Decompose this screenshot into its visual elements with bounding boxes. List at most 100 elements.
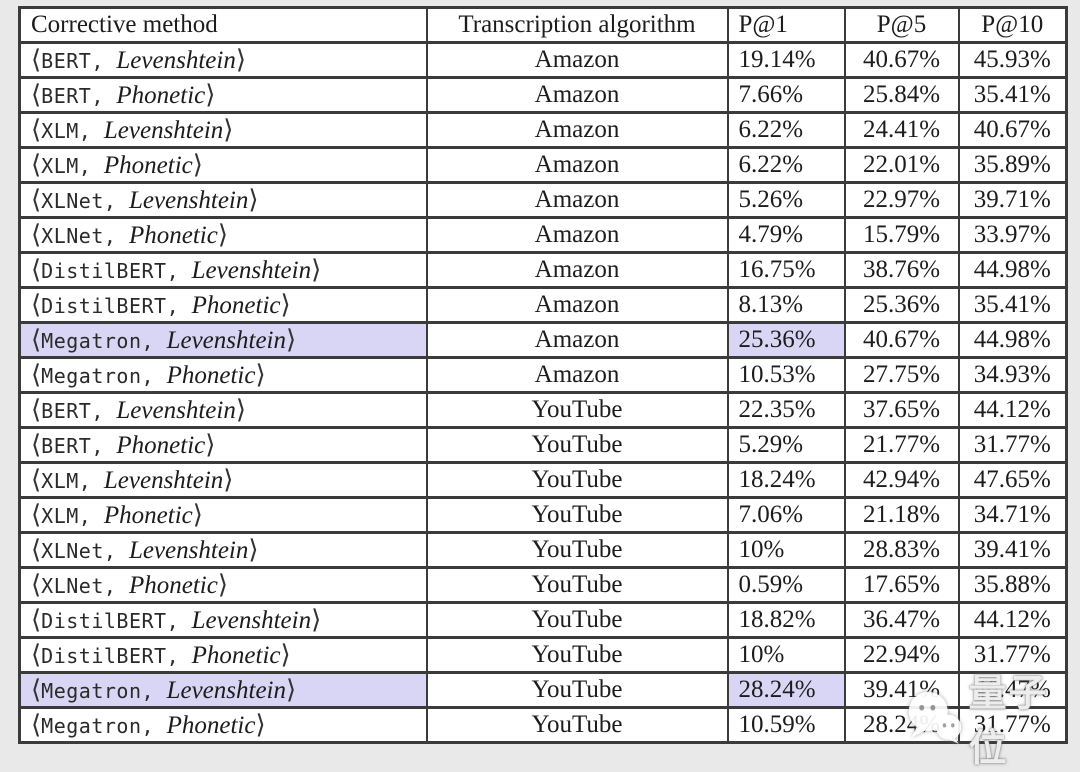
table-row: ⟨BERT, Levenshtein⟩ Amazon 19.14% 40.67% 45.… [18, 41, 1068, 79]
transcription-algorithm-cell: Amazon [425, 41, 729, 79]
header-p-at-1: P@1 [726, 6, 846, 44]
angle-close-bracket: ⟩ [311, 605, 322, 635]
method-metric: Levenshtein [128, 537, 249, 564]
method-metric: Levenshtein [116, 397, 236, 424]
page: { "page": { "background": "#e9e9e9" }, "… [18, 6, 1068, 770]
corrective-method-cell: ⟨XLNet, Levenshtein⟩ [18, 181, 428, 219]
corrective-method-cell: ⟨XLNet, Phonetic⟩ [18, 216, 428, 254]
p-at-1-cell: 28.24% [726, 671, 846, 709]
p-at-1-cell: 6.22% [726, 111, 846, 149]
method-metric: Levenshtein [128, 187, 249, 214]
angle-open-bracket: ⟨ [31, 80, 42, 110]
angle-open-bracket: ⟨ [31, 570, 42, 600]
angle-open-bracket: ⟨ [31, 465, 42, 495]
header-p-at-5: P@5 [843, 6, 960, 44]
p-at-10-cell: 34.71% [957, 496, 1068, 534]
table-row: ⟨XLM, Levenshtein⟩ Amazon 6.22% 24.41% 40.67… [18, 111, 1068, 149]
p-at-10-cell: 31.77% [957, 426, 1068, 464]
method-model: BERT, [41, 434, 117, 458]
p-at-1-cell: 7.06% [726, 496, 846, 534]
p-at-5-cell: 22.01% [843, 146, 960, 184]
p-at-1-cell: 4.79% [726, 216, 846, 254]
transcription-algorithm-cell: YouTube [425, 461, 729, 499]
angle-open-bracket: ⟨ [31, 605, 42, 635]
transcription-algorithm-cell: Amazon [425, 76, 729, 114]
table-row: ⟨XLM, Phonetic⟩ Amazon 6.22% 22.01% 35.89% [18, 146, 1068, 184]
corrective-method-cell: ⟨DistilBERT, Levenshtein⟩ [18, 601, 428, 639]
p-at-5-cell: 38.76% [843, 251, 960, 289]
method-model: XLNet, [41, 574, 129, 598]
transcription-algorithm-cell: Amazon [425, 111, 729, 149]
p-at-10-cell: 44.12% [957, 391, 1068, 429]
p-at-10-cell: 47.65% [957, 461, 1068, 499]
method-metric: Phonetic [116, 82, 206, 109]
transcription-algorithm-cell: YouTube [425, 706, 729, 744]
corrective-method-cell: ⟨BERT, Phonetic⟩ [18, 76, 428, 114]
table-row: ⟨Megatron, Phonetic⟩ YouTube 10.59% 28.24% 3… [18, 706, 1068, 744]
p-at-10-cell: 33.97% [957, 216, 1068, 254]
p-at-10-cell: 35.41% [957, 76, 1068, 114]
transcription-algorithm-cell: YouTube [425, 601, 729, 639]
p-at-5-cell: 39.41% [843, 671, 960, 709]
p-at-1-cell: 16.75% [726, 251, 846, 289]
angle-close-bracket: ⟩ [248, 535, 259, 565]
table-header-row: Corrective method Transcription algorith… [18, 6, 1068, 44]
corrective-method-cell: ⟨XLNet, Levenshtein⟩ [18, 531, 428, 569]
method-model: Megatron, [41, 714, 167, 738]
method-model: Megatron, [41, 364, 167, 388]
p-at-5-cell: 22.97% [843, 181, 960, 219]
angle-open-bracket: ⟨ [31, 185, 42, 215]
method-model: DistilBERT, [41, 294, 192, 318]
method-metric: Phonetic [103, 152, 193, 179]
p-at-10-cell: 31.77% [957, 636, 1068, 674]
corrective-method-cell: ⟨DistilBERT, Phonetic⟩ [18, 636, 428, 674]
transcription-algorithm-cell: YouTube [425, 496, 729, 534]
angle-close-bracket: ⟩ [286, 675, 297, 705]
angle-open-bracket: ⟨ [31, 45, 42, 75]
p-at-10-cell: 44.12% [957, 601, 1068, 639]
results-table: Corrective method Transcription algorith… [18, 6, 1068, 744]
table-row: ⟨DistilBERT, Levenshtein⟩ YouTube 18.82% 36… [18, 601, 1068, 639]
p-at-5-cell: 21.18% [843, 496, 960, 534]
angle-close-bracket: ⟩ [235, 45, 246, 75]
angle-close-bracket: ⟩ [280, 640, 291, 670]
p-at-10-cell: 44.98% [957, 251, 1068, 289]
p-at-1-cell: 8.13% [726, 286, 846, 324]
method-model: XLNet, [41, 224, 129, 248]
corrective-method-cell: ⟨XLM, Levenshtein⟩ [18, 461, 428, 499]
angle-open-bracket: ⟨ [31, 290, 42, 320]
p-at-1-cell: 7.66% [726, 76, 846, 114]
method-metric: Phonetic [128, 572, 218, 599]
angle-close-bracket: ⟩ [280, 290, 291, 320]
method-model: XLM, [41, 154, 104, 178]
angle-open-bracket: ⟨ [31, 325, 42, 355]
p-at-10-cell: 44.98% [957, 321, 1068, 359]
method-model: DistilBERT, [41, 609, 192, 633]
table-row: ⟨Megatron, Phonetic⟩ Amazon 10.53% 27.75% 34… [18, 356, 1068, 394]
table-row: ⟨XLNet, Levenshtein⟩ YouTube 10% 28.83% 39.4… [18, 531, 1068, 569]
angle-close-bracket: ⟩ [248, 185, 259, 215]
table-row: ⟨XLNet, Phonetic⟩ YouTube 0.59% 17.65% 35.88… [18, 566, 1068, 604]
p-at-1-cell: 10% [726, 636, 846, 674]
p-at-5-cell: 17.65% [843, 566, 960, 604]
p-at-1-cell: 25.36% [726, 321, 846, 359]
p-at-5-cell: 22.94% [843, 636, 960, 674]
method-metric: Phonetic [191, 292, 281, 319]
p-at-5-cell: 27.75% [843, 356, 960, 394]
p-at-1-cell: 22.35% [726, 391, 846, 429]
header-corrective-method: Corrective method [18, 6, 428, 44]
transcription-algorithm-cell: Amazon [425, 356, 729, 394]
method-metric: Levenshtein [191, 607, 312, 634]
angle-open-bracket: ⟨ [31, 150, 42, 180]
table-row: ⟨XLNet, Levenshtein⟩ Amazon 5.26% 22.97% 39.… [18, 181, 1068, 219]
p-at-1-cell: 10.53% [726, 356, 846, 394]
angle-open-bracket: ⟨ [31, 675, 42, 705]
angle-open-bracket: ⟨ [31, 535, 42, 565]
angle-open-bracket: ⟨ [31, 640, 42, 670]
corrective-method-cell: ⟨XLNet, Phonetic⟩ [18, 566, 428, 604]
p-at-5-cell: 15.79% [843, 216, 960, 254]
angle-close-bracket: ⟩ [286, 325, 297, 355]
p-at-1-cell: 0.59% [726, 566, 846, 604]
angle-open-bracket: ⟨ [31, 220, 42, 250]
table-row: ⟨BERT, Phonetic⟩ Amazon 7.66% 25.84% 35.41% [18, 76, 1068, 114]
